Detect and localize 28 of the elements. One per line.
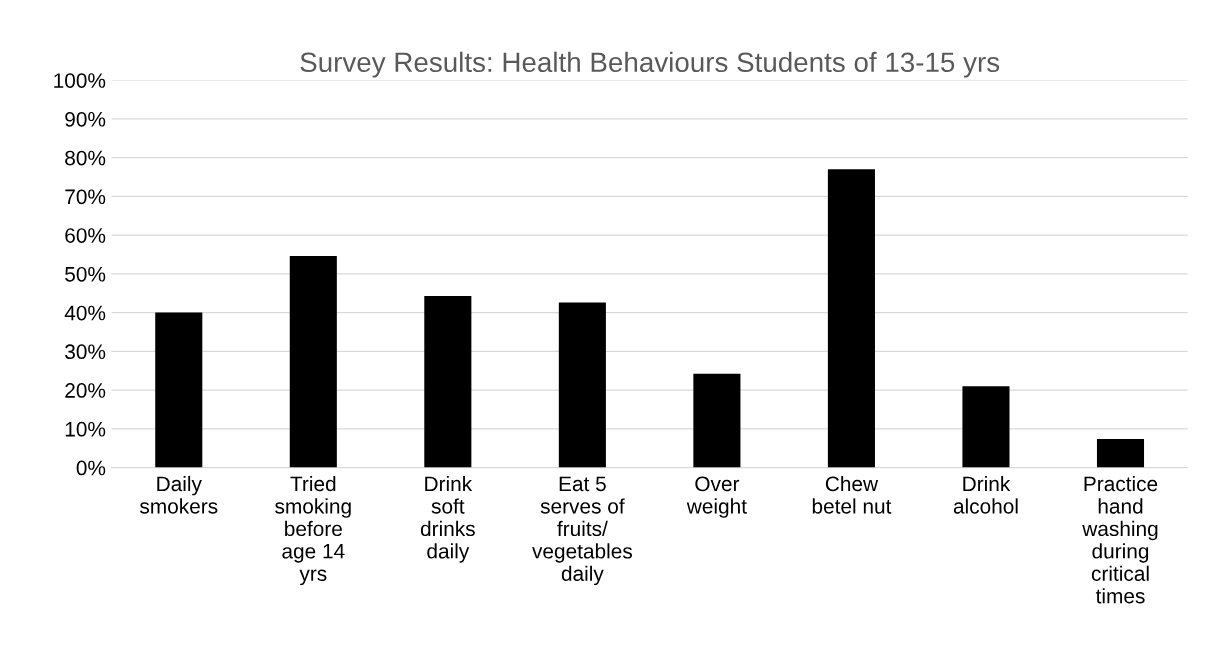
bar	[827, 169, 875, 468]
x-tick-label: Daily smokers	[139, 475, 218, 514]
y-tick-label: 60%	[65, 228, 106, 243]
x-tick-label: Practice hand washing during critical times	[1082, 475, 1158, 604]
y-tick-label: 10%	[65, 421, 106, 437]
chart-title: Survey Results: Health Behaviours Students of 13-15 yrs	[300, 51, 1000, 78]
x-tick-label: Drink soft drinks daily	[420, 475, 475, 563]
y-tick-label: 80%	[65, 150, 106, 166]
bar	[962, 386, 1010, 468]
bar	[155, 312, 203, 468]
bar	[558, 302, 606, 468]
x-tick-label: Drink alcohol	[953, 475, 1018, 514]
x-tick-label: Over weight	[686, 476, 747, 518]
y-tick-label: 50%	[65, 266, 106, 282]
bar	[424, 295, 472, 468]
bar	[1096, 438, 1145, 468]
bar	[289, 256, 337, 468]
y-tick-label: 0%	[76, 460, 106, 476]
y-tick-label: 20%	[65, 383, 106, 398]
bar	[693, 373, 741, 468]
y-tick-label: 40%	[64, 305, 106, 321]
y-tick-label: 90%	[65, 111, 106, 127]
x-tick-label: Eat 5 serves of fruits/ vegetables daily	[532, 476, 632, 586]
y-tick-label: 100%	[54, 73, 106, 88]
y-tick-label: 30%	[65, 344, 106, 360]
x-tick-label: Tried smoking before age 14 yrs	[275, 475, 351, 586]
y-tick-label: 70%	[65, 189, 106, 205]
x-tick-label: Chew betel nut	[812, 475, 892, 514]
